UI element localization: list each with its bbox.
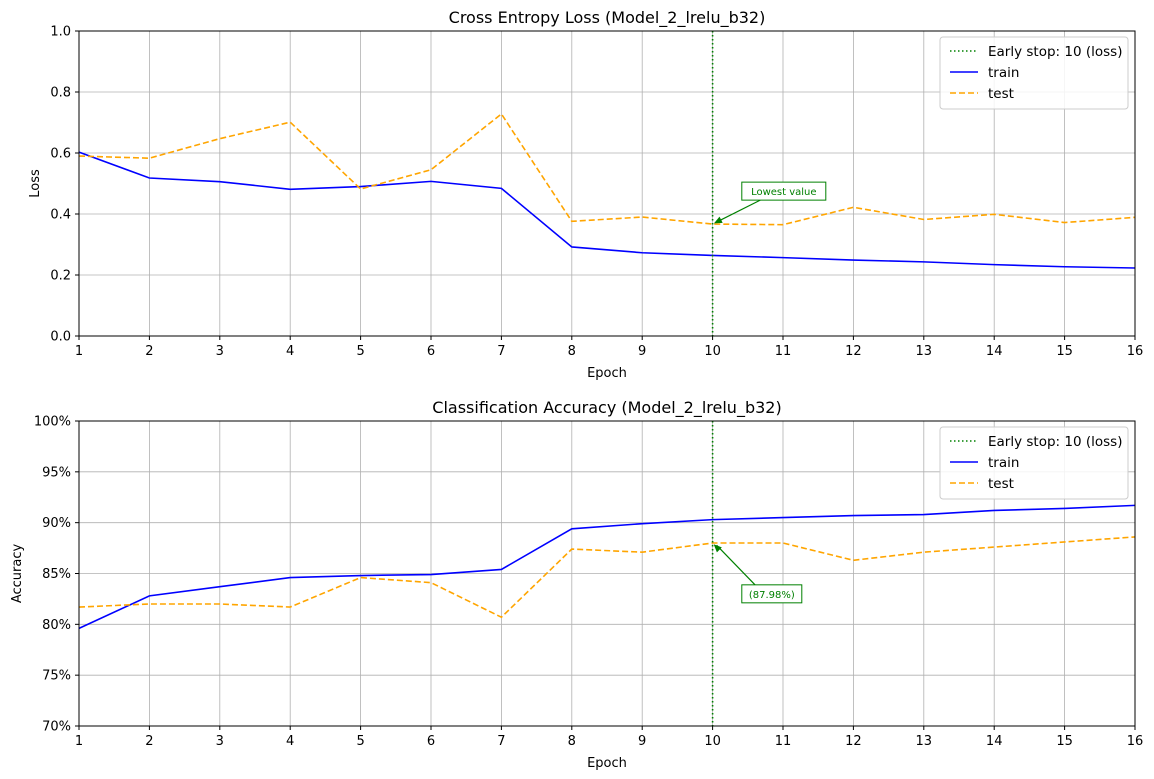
legend-label-test: test: [988, 86, 1014, 102]
x-tick-label: 11: [775, 734, 792, 749]
x-tick-label: 5: [356, 734, 364, 749]
annotation-text: Lowest value: [751, 187, 816, 198]
x-tick-label: 8: [568, 734, 576, 749]
x-tick-label: 4: [286, 734, 294, 749]
legend-box: [939, 36, 1129, 110]
x-tick-label: 7: [497, 344, 505, 359]
annotation-text: (87.98%): [749, 590, 795, 601]
x-tick-label: 3: [216, 734, 224, 749]
legend-label-early-stop: Early stop: 10 (loss): [988, 434, 1122, 450]
x-axis-label: Epoch: [587, 366, 627, 381]
x-tick-label: 8: [568, 344, 576, 359]
y-tick-label: 0.2: [50, 269, 71, 284]
x-tick-label: 4: [286, 344, 294, 359]
y-tick-label: 90%: [42, 516, 71, 531]
chart-title: Classification Accuracy (Model_2_lrelu_b…: [432, 398, 781, 418]
x-tick-label: 10: [704, 344, 721, 359]
y-tick-label: 75%: [42, 669, 71, 684]
annotation-arrowhead: [713, 216, 723, 224]
x-tick-label: 13: [916, 734, 933, 749]
legend: Early stop: 10 (loss) train test: [939, 36, 1129, 110]
y-tick-label: 0.4: [50, 208, 71, 223]
y-axis-label: Loss: [28, 169, 43, 198]
x-tick-label: 16: [1127, 734, 1144, 749]
annotation-arrowhead: [713, 544, 722, 553]
legend-label-test: test: [988, 476, 1014, 492]
chart-title: Cross Entropy Loss (Model_2_lrelu_b32): [449, 8, 766, 28]
y-axis-label: Accuracy: [10, 544, 25, 604]
x-tick-label: 15: [1056, 344, 1073, 359]
x-tick-label: 16: [1127, 344, 1144, 359]
x-tick-label: 7: [497, 734, 505, 749]
legend-label-train: train: [988, 65, 1019, 81]
x-tick-label: 3: [216, 344, 224, 359]
x-tick-label: 5: [356, 344, 364, 359]
x-tick-label: 12: [845, 344, 862, 359]
x-tick-label: 2: [145, 344, 153, 359]
y-tick-label: 85%: [42, 567, 71, 582]
y-tick-label: 70%: [42, 720, 71, 735]
x-tick-label: 2: [145, 734, 153, 749]
legend-label-early-stop: Early stop: 10 (loss): [988, 44, 1122, 60]
x-tick-label: 1: [75, 734, 83, 749]
annotation-arrow: [716, 544, 756, 586]
plot-frame: [78, 30, 1136, 337]
y-tick-label: 0.8: [50, 86, 71, 101]
legend-label-train: train: [988, 455, 1019, 471]
x-tick-label: 9: [638, 734, 646, 749]
x-tick-label: 10: [704, 734, 721, 749]
y-tick-label: 0.0: [50, 330, 71, 345]
series-line-test: [78, 112, 1136, 226]
y-tick-label: 95%: [42, 465, 71, 480]
x-tick-label: 1: [75, 344, 83, 359]
legend: Early stop: 10 (loss) train test: [939, 426, 1129, 500]
x-tick-label: 15: [1056, 734, 1073, 749]
annotation-box: [741, 181, 827, 201]
x-tick-label: 13: [916, 344, 933, 359]
chart-2: 1 2 3 4 5 6 7 8 9 10 11 12 13 14 15 1670%75%80%85%90%95…: [10, 398, 1143, 771]
y-tick-label: 100%: [34, 415, 71, 430]
series-line-train: [78, 151, 1136, 269]
x-axis-label: Epoch: [587, 756, 627, 771]
chart-1: 1 2 3 4 5 6 7 8 9 10 11 12 13 14 15 160.00.20.40.60.81.…: [28, 8, 1143, 381]
x-tick-label: 6: [427, 344, 435, 359]
annotation-arrow: [716, 199, 761, 223]
legend-box: [939, 426, 1129, 500]
x-tick-label: 6: [427, 734, 435, 749]
y-tick-label: 1.0: [50, 25, 71, 40]
series-line-train: [78, 504, 1136, 630]
x-tick-label: 9: [638, 344, 646, 359]
series-line-test: [78, 536, 1136, 619]
x-tick-label: 11: [775, 344, 792, 359]
y-tick-label: 80%: [42, 618, 71, 633]
x-tick-label: 14: [986, 344, 1003, 359]
y-tick-label: 0.6: [50, 147, 71, 162]
annotation-box: [741, 584, 803, 604]
x-tick-label: 12: [845, 734, 862, 749]
x-tick-label: 14: [986, 734, 1003, 749]
